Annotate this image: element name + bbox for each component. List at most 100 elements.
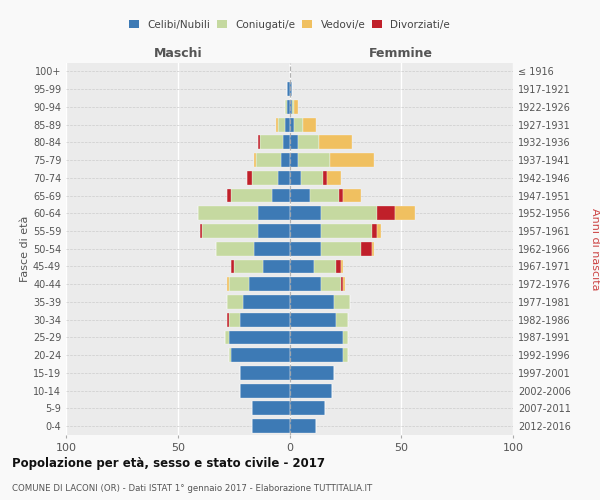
Bar xyxy=(290,419,316,433)
Bar xyxy=(247,171,251,184)
Bar xyxy=(227,188,232,202)
Bar xyxy=(290,384,332,398)
Bar xyxy=(290,348,343,362)
Bar xyxy=(260,136,283,149)
Bar xyxy=(263,260,290,274)
Bar xyxy=(372,224,377,238)
Bar xyxy=(254,153,256,167)
Bar xyxy=(242,295,290,309)
Bar xyxy=(285,100,287,114)
Bar xyxy=(290,402,325,415)
Bar xyxy=(321,224,372,238)
Bar xyxy=(251,171,278,184)
Text: Popolazione per età, sesso e stato civile - 2017: Popolazione per età, sesso e stato civil… xyxy=(12,458,325,470)
Bar xyxy=(337,260,341,274)
Bar xyxy=(241,384,290,398)
Bar xyxy=(294,100,298,114)
Bar xyxy=(290,330,343,344)
Bar xyxy=(334,295,350,309)
Bar xyxy=(290,313,337,326)
Bar xyxy=(290,295,334,309)
Bar xyxy=(241,366,290,380)
Bar xyxy=(314,260,337,274)
Bar xyxy=(323,171,328,184)
Bar xyxy=(343,348,347,362)
Bar xyxy=(287,82,290,96)
Bar xyxy=(233,260,263,274)
Bar xyxy=(224,330,229,344)
Bar xyxy=(283,136,290,149)
Bar xyxy=(227,295,242,309)
Bar xyxy=(278,171,290,184)
Bar xyxy=(202,224,258,238)
Bar xyxy=(232,348,290,362)
Bar xyxy=(377,224,381,238)
Bar xyxy=(258,136,260,149)
Bar xyxy=(227,313,229,326)
Bar xyxy=(292,100,294,114)
Text: Femmine: Femmine xyxy=(369,47,433,60)
Bar xyxy=(249,278,290,291)
Bar xyxy=(372,242,374,256)
Bar xyxy=(256,153,281,167)
Bar xyxy=(290,242,321,256)
Bar xyxy=(281,153,290,167)
Text: Maschi: Maschi xyxy=(154,47,202,60)
Bar xyxy=(290,100,292,114)
Bar xyxy=(310,188,338,202)
Bar xyxy=(343,188,361,202)
Bar xyxy=(290,153,298,167)
Legend: Celibi/Nubili, Coniugati/e, Vedovi/e, Divorziati/e: Celibi/Nubili, Coniugati/e, Vedovi/e, Di… xyxy=(125,16,454,34)
Bar xyxy=(290,136,298,149)
Bar xyxy=(229,313,241,326)
Bar xyxy=(290,118,294,132)
Bar xyxy=(278,118,285,132)
Bar xyxy=(287,100,290,114)
Bar xyxy=(321,206,377,220)
Bar xyxy=(290,188,310,202)
Bar xyxy=(290,171,301,184)
Y-axis label: Anni di nascita: Anni di nascita xyxy=(590,208,600,290)
Bar xyxy=(229,278,249,291)
Bar xyxy=(321,242,361,256)
Bar xyxy=(343,278,346,291)
Y-axis label: Fasce di età: Fasce di età xyxy=(20,216,30,282)
Bar xyxy=(361,242,372,256)
Bar xyxy=(319,136,352,149)
Bar xyxy=(298,153,330,167)
Bar xyxy=(328,171,341,184)
Bar xyxy=(341,260,343,274)
Bar xyxy=(272,188,290,202)
Bar xyxy=(232,188,272,202)
Bar xyxy=(290,260,314,274)
Bar xyxy=(216,242,254,256)
Bar xyxy=(290,206,321,220)
Bar xyxy=(290,82,292,96)
Bar xyxy=(229,348,232,362)
Bar xyxy=(227,278,229,291)
Text: COMUNE DI LACONI (OR) - Dati ISTAT 1° gennaio 2017 - Elaborazione TUTTITALIA.IT: COMUNE DI LACONI (OR) - Dati ISTAT 1° ge… xyxy=(12,484,372,493)
Bar xyxy=(285,118,290,132)
Bar xyxy=(258,224,290,238)
Bar xyxy=(200,224,202,238)
Bar xyxy=(276,118,278,132)
Bar xyxy=(294,118,303,132)
Bar xyxy=(251,419,290,433)
Bar xyxy=(321,278,341,291)
Bar xyxy=(241,313,290,326)
Bar xyxy=(229,330,290,344)
Bar xyxy=(258,206,290,220)
Bar xyxy=(290,224,321,238)
Bar xyxy=(338,188,343,202)
Bar xyxy=(341,278,343,291)
Bar xyxy=(395,206,415,220)
Bar xyxy=(301,171,323,184)
Bar xyxy=(290,278,321,291)
Bar xyxy=(198,206,258,220)
Bar xyxy=(232,260,233,274)
Bar xyxy=(251,402,290,415)
Bar xyxy=(254,242,290,256)
Bar xyxy=(330,153,374,167)
Bar xyxy=(343,330,347,344)
Bar xyxy=(303,118,316,132)
